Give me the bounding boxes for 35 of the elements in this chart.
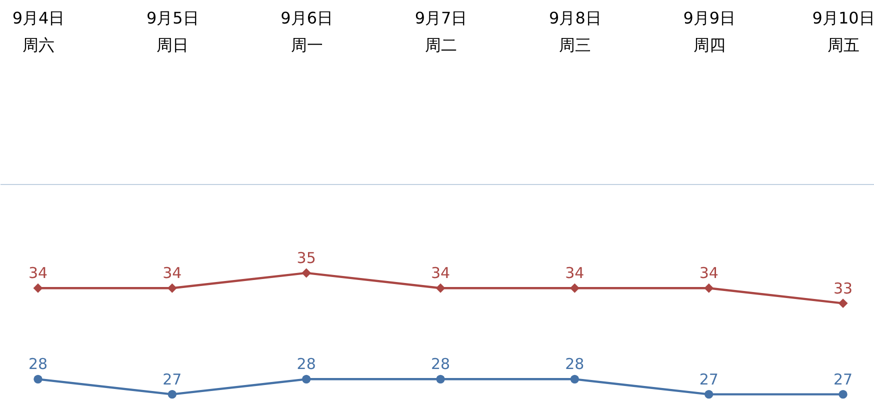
point: [33, 283, 43, 293]
point: [168, 390, 176, 399]
x-tick-label: 9月4日周六: [12, 8, 65, 54]
data-label: 28: [430, 355, 450, 374]
x-tick-label: 9月6日周一: [280, 8, 334, 54]
point: [34, 374, 42, 384]
data-label: 34: [430, 264, 450, 282]
x-tick-label: 9月9日周四: [683, 8, 736, 54]
point: [302, 268, 312, 278]
x-tick-label: 9月8日周三: [549, 8, 602, 54]
point: [436, 374, 445, 384]
data-label: 27: [162, 370, 182, 388]
x-tick-label: 9月10日周五: [812, 8, 874, 54]
data-label: 34: [699, 264, 718, 282]
point: [704, 390, 714, 399]
data-label: 35: [296, 248, 316, 267]
data-label: 34: [28, 264, 48, 282]
data-label: 28: [565, 355, 584, 374]
data-label: 27: [833, 370, 853, 388]
point: [167, 283, 177, 293]
point: [838, 390, 848, 399]
point: [704, 283, 714, 293]
point: [570, 283, 580, 293]
data-label: 27: [699, 370, 718, 388]
point: [302, 374, 311, 384]
x-tick-label: 9月7日周二: [414, 8, 468, 54]
data-label: 34: [565, 264, 584, 282]
data-label: 34: [162, 264, 182, 282]
point: [570, 374, 580, 384]
x-tick-label: 9月5日周日: [146, 8, 199, 54]
data-label: 28: [296, 355, 316, 374]
data-label: 33: [833, 279, 853, 298]
point: [838, 298, 848, 308]
data-label: 28: [28, 355, 48, 374]
point: [436, 283, 446, 293]
